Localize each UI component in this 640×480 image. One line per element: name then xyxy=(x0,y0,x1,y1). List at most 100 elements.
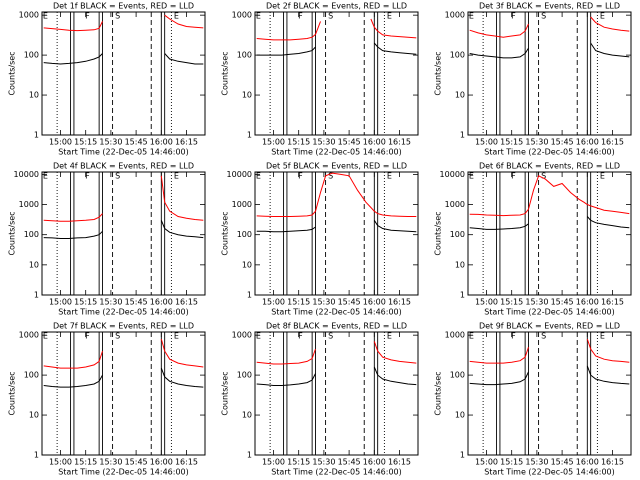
marker-label: E xyxy=(387,332,392,341)
y-tick-label: 100 xyxy=(24,230,39,239)
marker-label: E xyxy=(469,12,474,21)
marker-label: E xyxy=(43,12,48,21)
y-tick-label: 1000 xyxy=(232,331,252,340)
y-axis-label: Counts/sec xyxy=(8,211,17,255)
series-line xyxy=(256,42,417,56)
x-tick-label: 15:45 xyxy=(125,138,148,147)
y-tick-label: 10 xyxy=(242,260,252,269)
y-axis-label: Counts/sec xyxy=(221,51,230,95)
y-tick-label: 1 xyxy=(460,291,465,300)
x-tick-label: 15:00 xyxy=(49,458,72,467)
y-axis-label: Counts/sec xyxy=(221,211,230,255)
series-line xyxy=(469,365,630,386)
x-tick-label: 15:00 xyxy=(49,138,72,147)
y-tick-label: 10 xyxy=(455,411,465,420)
y-tick-label: 1 xyxy=(34,451,39,460)
chart-title: Det 4f BLACK = Events, RED = LLD xyxy=(53,162,194,171)
series-line xyxy=(43,338,204,369)
x-tick-label: 15:45 xyxy=(338,298,361,307)
plot-frame xyxy=(41,331,206,456)
y-axis-label: Counts/sec xyxy=(221,371,230,415)
x-tick-label: 16:00 xyxy=(150,298,173,307)
marker-label: E xyxy=(174,332,179,341)
marker-label: S xyxy=(115,12,120,21)
marker-label: E xyxy=(43,332,48,341)
x-tick-label: 15:30 xyxy=(525,458,548,467)
chart-title: Det 7f BLACK = Events, RED = LLD xyxy=(53,322,194,331)
x-tick-label: 16:00 xyxy=(576,458,599,467)
x-tick-label: 16:15 xyxy=(175,298,198,307)
marker-label: E xyxy=(387,172,392,181)
x-tick-label: 16:00 xyxy=(363,458,386,467)
y-tick-label: 1 xyxy=(460,131,465,140)
marker-label: S xyxy=(541,172,546,181)
x-tick-label: 15:30 xyxy=(525,298,548,307)
marker-label: F xyxy=(85,332,90,341)
series-line xyxy=(256,366,417,386)
marker-label: F xyxy=(85,172,90,181)
x-tick-label: 15:30 xyxy=(99,138,122,147)
y-tick-label: 1000 xyxy=(232,11,252,20)
marker-label: F xyxy=(511,332,516,341)
series-line xyxy=(469,216,630,230)
x-tick-label: 15:45 xyxy=(338,458,361,467)
marker-label: S xyxy=(328,172,333,181)
marker-label: E xyxy=(174,172,179,181)
chart-title: Det 5f BLACK = Events, RED = LLD xyxy=(266,162,407,171)
y-axis-label: Counts/sec xyxy=(434,211,443,255)
y-tick-label: 1000 xyxy=(445,200,465,209)
x-axis-label: Start Time (22-Dec-05 14:46:00) xyxy=(271,148,402,157)
x-tick-label: 16:15 xyxy=(388,138,411,147)
y-tick-label: 1 xyxy=(247,451,252,460)
x-axis-label: Start Time (22-Dec-05 14:46:00) xyxy=(484,468,615,477)
y-axis-label: Counts/sec xyxy=(8,371,17,415)
x-tick-label: 16:00 xyxy=(150,138,173,147)
plot-frame xyxy=(41,171,206,296)
y-tick-label: 100 xyxy=(450,371,465,380)
chart-title: Det 6f BLACK = Events, RED = LLD xyxy=(479,162,620,171)
x-tick-label: 15:45 xyxy=(125,298,148,307)
x-tick-label: 15:00 xyxy=(475,458,498,467)
marker-label: E xyxy=(469,172,474,181)
x-tick-label: 16:15 xyxy=(601,138,624,147)
x-tick-label: 15:15 xyxy=(500,298,523,307)
marker-label: E xyxy=(600,332,605,341)
chart-title: Det 2f BLACK = Events, RED = LLD xyxy=(266,2,407,11)
series-line xyxy=(256,18,417,41)
plot-frame xyxy=(41,11,206,136)
y-tick-label: 1 xyxy=(34,291,39,300)
marker-label: F xyxy=(298,332,303,341)
plot-frame xyxy=(254,331,419,456)
x-tick-label: 16:00 xyxy=(363,298,386,307)
x-tick-label: 16:15 xyxy=(601,458,624,467)
y-axis-label: Counts/sec xyxy=(434,51,443,95)
x-tick-label: 16:15 xyxy=(601,298,624,307)
y-tick-label: 100 xyxy=(450,230,465,239)
x-tick-label: 15:15 xyxy=(74,298,97,307)
x-tick-label: 15:45 xyxy=(551,298,574,307)
x-tick-label: 15:45 xyxy=(551,138,574,147)
x-tick-label: 15:15 xyxy=(287,138,310,147)
x-tick-label: 15:30 xyxy=(99,298,122,307)
marker-label: E xyxy=(43,172,48,181)
marker-label: F xyxy=(298,12,303,21)
x-tick-label: 15:30 xyxy=(99,458,122,467)
x-tick-label: 15:00 xyxy=(262,458,285,467)
plot-frame xyxy=(254,11,419,136)
x-axis-label: Start Time (22-Dec-05 14:46:00) xyxy=(58,308,189,317)
series-line xyxy=(256,341,417,365)
marker-label: E xyxy=(387,12,392,21)
x-tick-label: 15:15 xyxy=(74,138,97,147)
x-tick-label: 15:30 xyxy=(312,458,335,467)
y-tick-label: 100 xyxy=(24,51,39,60)
series-line xyxy=(469,42,630,59)
marker-label: E xyxy=(174,12,179,21)
x-tick-label: 16:00 xyxy=(363,138,386,147)
x-tick-label: 16:15 xyxy=(175,138,198,147)
marker-label: S xyxy=(115,332,120,341)
series-line xyxy=(256,220,417,233)
x-axis-label: Start Time (22-Dec-05 14:46:00) xyxy=(271,468,402,477)
x-tick-label: 15:15 xyxy=(287,298,310,307)
marker-label: S xyxy=(541,332,546,341)
series-line xyxy=(469,175,630,217)
